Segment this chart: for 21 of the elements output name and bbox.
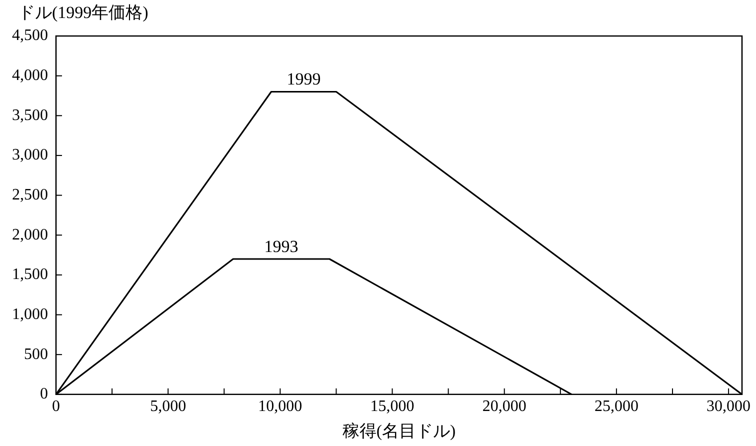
x-tick-label: 10,000 — [258, 398, 302, 416]
y-tick-label: 3,000 — [12, 146, 48, 164]
x-tick-label: 15,000 — [370, 398, 414, 416]
y-tick-label: 1,500 — [12, 266, 48, 284]
y-tick-label: 4,000 — [12, 67, 48, 84]
y-tick-label: 0 — [40, 386, 48, 403]
y-tick-label: 1,000 — [12, 306, 48, 323]
x-tick-label: 0 — [52, 398, 60, 416]
y-tick-label: 2,500 — [12, 186, 48, 204]
x-axis-title: 稼得(名目ドル) — [342, 421, 456, 440]
x-tick-label: 20,000 — [482, 398, 526, 416]
y-tick-label: 4,500 — [12, 27, 48, 44]
y-tick-label: 2,000 — [12, 226, 48, 244]
x-tick-label: 5,000 — [150, 398, 186, 416]
series-label: 1993 — [264, 236, 298, 256]
x-tick-label: 30,000 — [706, 398, 751, 416]
y-tick-label: 500 — [24, 346, 48, 363]
y-axis-title: ドル(1999年価格) — [18, 2, 148, 22]
x-tick-label: 25,000 — [594, 398, 638, 416]
y-tick-label: 3,500 — [12, 106, 48, 124]
series-label: 1999 — [286, 70, 321, 89]
